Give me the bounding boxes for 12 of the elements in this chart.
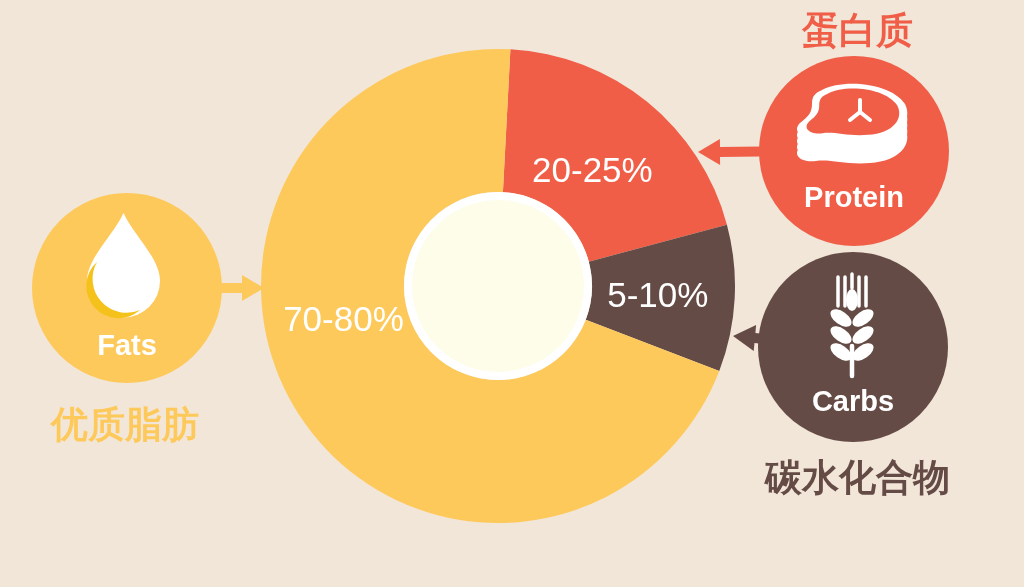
text: 70-80% [283,299,404,339]
slice-label: Carbs [811,385,895,417]
text: 蛋白质 [800,9,913,52]
text: 碳水化合物 [763,456,950,499]
text: 20-25% [532,150,653,190]
donut-slice [585,224,735,371]
donut-slice [261,49,720,523]
text: 5-10% [607,274,709,314]
text: 优质脂肪 [49,403,199,446]
donut-slice [502,49,727,262]
slice-label: Protein [804,181,904,213]
slice-label: Fats [97,329,157,361]
